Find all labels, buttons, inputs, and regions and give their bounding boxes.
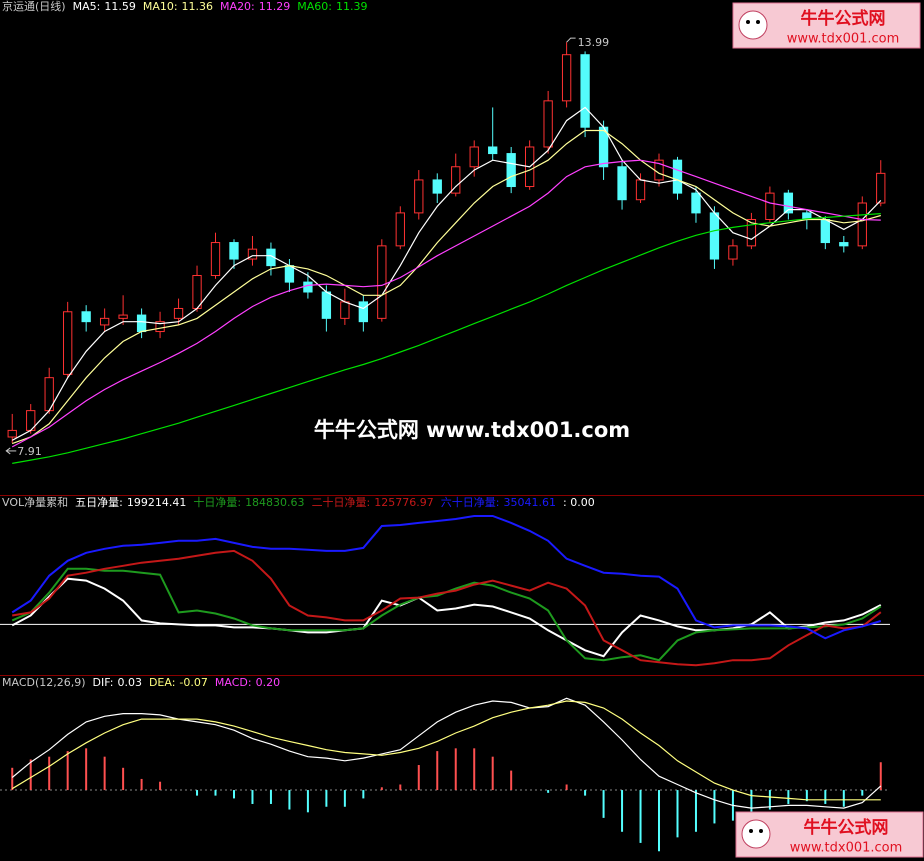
panel-title: MACD(12,26,9) xyxy=(2,676,86,689)
logo: 牛牛公式网 www.tdx001.com xyxy=(735,811,924,858)
high-annotation: 13.99 xyxy=(578,36,610,49)
candle-body xyxy=(395,212,405,247)
logo-title: 牛牛公式网 xyxy=(804,817,889,838)
candle-body xyxy=(81,311,91,323)
logo-url: www.tdx001.com xyxy=(790,841,903,856)
candle-body xyxy=(709,212,720,260)
candle-body xyxy=(229,242,239,260)
series-line xyxy=(11,106,882,441)
candle-body xyxy=(635,179,646,201)
candle-body xyxy=(561,54,572,102)
candle-body xyxy=(136,314,147,333)
logo: 牛牛公式网 www.tdx001.com xyxy=(732,2,921,49)
legend-value: 11.29 xyxy=(258,0,291,13)
candle-body xyxy=(728,245,738,260)
candle-body xyxy=(765,192,775,220)
legend-value: -0.07 xyxy=(179,676,208,689)
candle-body xyxy=(155,321,165,333)
logo-icon xyxy=(741,819,771,849)
legend-name: DIF: xyxy=(92,676,114,689)
series-line xyxy=(11,159,881,448)
series-line xyxy=(12,549,882,667)
candle-body xyxy=(857,202,867,247)
candle-body xyxy=(617,166,627,201)
logo-url: www.tdx001.com xyxy=(787,32,900,47)
candle-body xyxy=(820,218,830,244)
annotation-arrow xyxy=(5,447,11,455)
legend-name: MA20: xyxy=(220,0,255,13)
watermark: 牛牛公式网 www.tdx001.com xyxy=(314,418,630,442)
legend-value: 125776.97 xyxy=(374,496,434,509)
candle-body xyxy=(99,317,110,326)
logo-title: 牛牛公式网 xyxy=(801,8,886,29)
candle-body xyxy=(469,146,479,168)
candle-body xyxy=(173,307,184,319)
legend: 京运通(日线) MA5: 11.59 MA10: 11.36 MA20: 11.29 MA60… xyxy=(2,0,367,14)
legend-value: 184830.63 xyxy=(245,496,305,509)
candle-body xyxy=(358,301,369,323)
candle-body xyxy=(303,281,313,293)
legend-value: 35041.61 xyxy=(503,496,557,509)
legend-name: 十日净量: xyxy=(193,496,242,509)
candle-body xyxy=(876,172,886,204)
legend: MACD(12,26,9) DIF: 0.03 DEA: -0.07 MACD: 0.20 xyxy=(2,676,280,690)
legend-name: 五日净量: xyxy=(75,496,123,509)
candle-body xyxy=(580,54,590,128)
candle-body xyxy=(451,166,461,194)
legend-value: 0.03 xyxy=(117,676,142,689)
candle-body xyxy=(7,429,17,438)
legend-name: MA60: xyxy=(297,0,332,13)
candle-body xyxy=(247,248,258,260)
panel-title: 京运通(日线) xyxy=(2,0,66,13)
candle-body xyxy=(506,153,516,188)
series-line xyxy=(11,577,882,658)
legend-name: MA5: xyxy=(72,0,101,13)
legend-value: 199214.41 xyxy=(126,496,187,509)
logo-icon xyxy=(738,10,768,40)
legend-value: 11.59 xyxy=(104,0,136,13)
series-line xyxy=(11,129,881,445)
legend-name: 二十日净量: xyxy=(311,496,371,509)
candle-body xyxy=(691,192,701,214)
candle-body xyxy=(210,242,221,277)
low-annotation: 7.91 xyxy=(17,445,42,458)
candle-body xyxy=(543,100,553,148)
series-line xyxy=(11,515,882,640)
candle-body xyxy=(414,179,424,214)
legend-name: MA10: xyxy=(142,0,178,13)
series-line xyxy=(11,700,881,801)
candle-body xyxy=(672,159,683,194)
candle-body xyxy=(192,275,202,309)
candle-body xyxy=(118,314,128,319)
legend-name: DEA: xyxy=(148,676,176,689)
logo-icon xyxy=(749,829,753,833)
candle-body xyxy=(321,291,332,319)
candle-body xyxy=(432,179,442,194)
legend: VOL净量累和 五日净量: 199214.41 十日净量: 184830.63 二十日净量… xyxy=(2,496,595,510)
logo-icon xyxy=(756,20,760,24)
series-line xyxy=(11,697,882,809)
legend-value: 11.36 xyxy=(181,0,214,13)
candle-body xyxy=(377,245,387,319)
candle-body xyxy=(839,242,849,247)
candle-body xyxy=(488,146,498,155)
candle-body xyxy=(783,192,794,214)
candle-body xyxy=(284,265,295,283)
legend-value: 0.20 xyxy=(255,676,281,689)
baseline-label: : 0.00 xyxy=(563,496,595,509)
legend-name: 六十日净量: xyxy=(440,496,500,509)
series-line xyxy=(11,567,882,662)
legend-name: MACD: xyxy=(214,676,252,689)
logo-icon xyxy=(746,20,750,24)
candle-body xyxy=(746,218,757,247)
series-line xyxy=(12,213,881,464)
candle-body xyxy=(63,311,73,375)
candle-body xyxy=(340,301,350,319)
annotation-line xyxy=(566,37,576,43)
panel-title: VOL净量累和 xyxy=(2,496,69,509)
logo-icon xyxy=(759,829,763,833)
legend-value: 11.39 xyxy=(335,0,368,13)
